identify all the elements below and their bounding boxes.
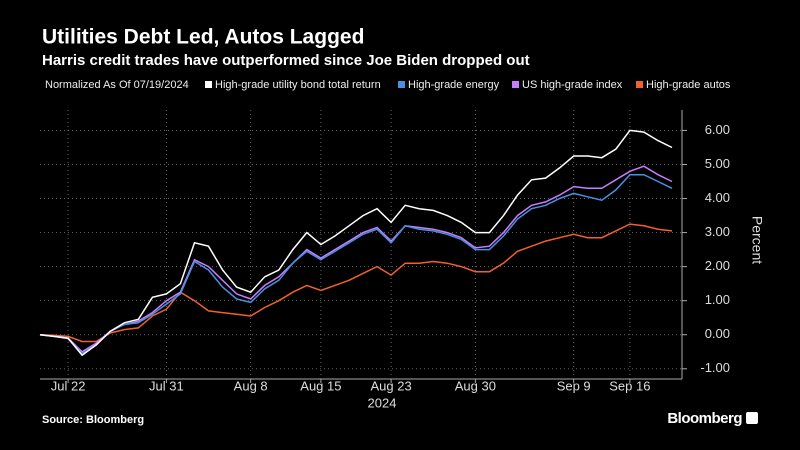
brand-icon: [746, 412, 758, 424]
y-tick-label: 1.00: [705, 292, 730, 307]
x-tick-label: Aug 30: [455, 378, 496, 393]
y-tick-label: -1.00: [700, 360, 730, 375]
y-tick-label: 5.00: [705, 156, 730, 171]
y-tick-label: 6.00: [705, 122, 730, 137]
legend-swatch: [398, 81, 405, 88]
brand: Bloomberg: [667, 410, 742, 427]
series-line: [39, 165, 673, 353]
x-tick-label: Jul 22: [51, 378, 86, 393]
x-tick-label: Sep 16: [609, 378, 650, 393]
y-tick-label: 0.00: [705, 326, 730, 341]
legend-label: US high-grade index: [522, 79, 623, 91]
y-axis-label: Percent: [749, 216, 765, 264]
x-tick-label: Sep 9: [557, 378, 591, 393]
legend-swatch: [636, 81, 643, 88]
legend-swatch: [205, 81, 212, 88]
x-axis-label: 2024: [368, 395, 397, 410]
series-line: [39, 129, 673, 357]
x-tick-label: Aug 15: [300, 378, 341, 393]
x-tick-label: Jul 31: [149, 378, 184, 393]
legend-swatch: [512, 81, 519, 88]
x-tick-label: Aug 8: [234, 378, 268, 393]
legend-label: High-grade autos: [646, 79, 731, 91]
y-tick-label: 2.00: [705, 258, 730, 273]
legend-note: Normalized As Of 07/19/2024: [45, 79, 189, 91]
source: Source: Bloomberg: [42, 414, 144, 426]
y-tick-label: 3.00: [705, 224, 730, 239]
series-line: [39, 173, 673, 355]
chart-subtitle: Harris credit trades have outperformed s…: [42, 52, 530, 69]
legend-label: High-grade utility bond total return: [215, 79, 381, 91]
y-tick-label: 4.00: [705, 190, 730, 205]
legend-label: High-grade energy: [408, 79, 500, 91]
x-tick-label: Aug 23: [371, 378, 412, 393]
series-line: [39, 223, 673, 343]
chart-title: Utilities Debt Led, Autos Lagged: [42, 26, 364, 49]
